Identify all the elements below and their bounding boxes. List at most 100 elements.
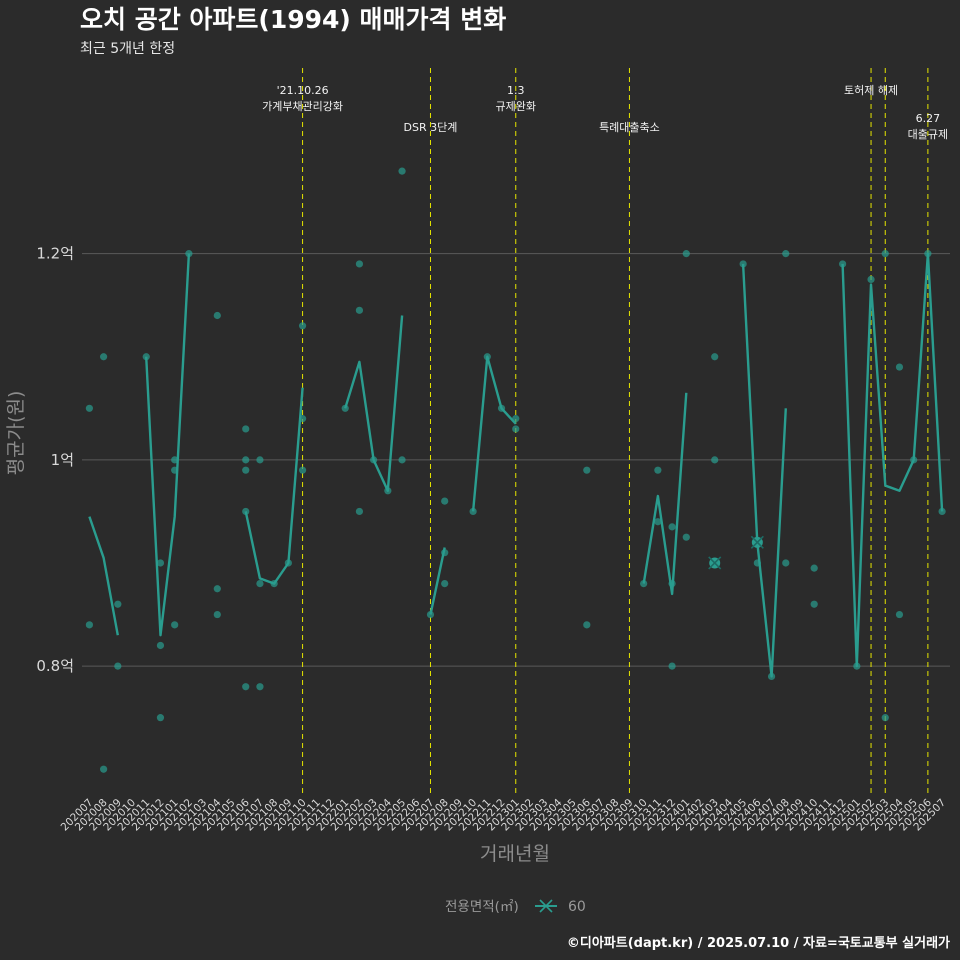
highlight-cross bbox=[708, 556, 722, 570]
data-point bbox=[497, 404, 506, 412]
data-point bbox=[242, 466, 250, 474]
series-line bbox=[88, 516, 119, 636]
data-point bbox=[213, 585, 221, 593]
y-axis-title: 평균가(원) bbox=[5, 391, 27, 476]
data-point bbox=[682, 533, 690, 541]
data-point bbox=[895, 610, 904, 619]
data-point bbox=[213, 610, 221, 619]
data-point bbox=[910, 456, 918, 464]
series-points bbox=[85, 167, 946, 773]
data-point bbox=[668, 580, 676, 588]
data-point bbox=[654, 518, 662, 526]
data-point bbox=[370, 456, 378, 464]
data-point bbox=[256, 683, 264, 691]
data-point bbox=[100, 353, 108, 361]
data-point bbox=[753, 559, 761, 567]
series-line bbox=[471, 355, 517, 512]
event-label: 규제완화 bbox=[496, 100, 536, 113]
data-point bbox=[881, 714, 889, 722]
event-label: 6.27 bbox=[916, 112, 941, 125]
data-point bbox=[895, 363, 904, 371]
data-point bbox=[85, 621, 93, 629]
data-point bbox=[426, 610, 435, 619]
data-point bbox=[512, 425, 520, 433]
source-caption: ©디아파트(dapt.kr) / 2025.07.10 / 자료=국토교통부 실… bbox=[567, 935, 950, 951]
data-point bbox=[682, 250, 690, 258]
data-point bbox=[441, 580, 449, 588]
x-axis-title: 거래년월 bbox=[480, 843, 550, 865]
data-point bbox=[114, 662, 122, 670]
data-point bbox=[739, 260, 747, 268]
data-point bbox=[668, 662, 676, 670]
data-point bbox=[483, 353, 491, 361]
data-point bbox=[298, 466, 307, 474]
data-point bbox=[881, 250, 889, 258]
data-point bbox=[654, 466, 662, 474]
y-axis-ticks: 0.8억 1억 1.2억 bbox=[36, 245, 74, 675]
highlight-cross bbox=[750, 535, 764, 549]
y-tick-label: 1.2억 bbox=[36, 245, 74, 263]
event-label: 특례대출축소 bbox=[599, 121, 660, 134]
data-point bbox=[583, 466, 591, 474]
chart-title: 오치 공간 아파트(1994) 매매가격 변화 bbox=[80, 5, 506, 34]
legend-item-60: 60 bbox=[568, 899, 586, 915]
data-point bbox=[156, 714, 165, 722]
data-point bbox=[583, 621, 591, 629]
event-label: '21.10.26 bbox=[277, 84, 329, 97]
data-point bbox=[441, 497, 449, 505]
data-point bbox=[355, 507, 364, 516]
legend-key-icon bbox=[535, 899, 557, 913]
data-point bbox=[810, 600, 818, 608]
data-point bbox=[668, 523, 676, 531]
data-point bbox=[142, 353, 150, 361]
data-point bbox=[782, 559, 790, 567]
event-label: 1.3 bbox=[507, 84, 525, 97]
data-point bbox=[938, 507, 946, 516]
data-point bbox=[512, 415, 520, 423]
data-point bbox=[256, 580, 264, 588]
data-point bbox=[853, 662, 861, 670]
data-point bbox=[114, 600, 122, 608]
series-line bbox=[642, 392, 688, 596]
data-point bbox=[441, 549, 449, 557]
series-line bbox=[841, 252, 944, 668]
data-point bbox=[924, 250, 932, 258]
data-point bbox=[398, 167, 406, 175]
legend: 전용면적(㎡) 60 bbox=[445, 899, 586, 915]
series-line bbox=[429, 547, 446, 615]
data-point bbox=[298, 415, 307, 423]
data-point bbox=[711, 353, 719, 361]
data-point bbox=[298, 322, 307, 330]
data-point bbox=[242, 456, 250, 464]
data-point bbox=[156, 559, 165, 567]
data-point bbox=[185, 250, 193, 258]
data-point bbox=[242, 425, 250, 433]
data-point bbox=[398, 456, 406, 464]
event-label: DSR 3단계 bbox=[404, 121, 458, 134]
data-point bbox=[839, 260, 847, 268]
data-point bbox=[242, 683, 250, 691]
event-label: 대출규제 bbox=[908, 128, 948, 141]
data-point bbox=[767, 672, 776, 681]
series-line bbox=[145, 253, 191, 637]
data-point bbox=[270, 580, 278, 588]
data-point bbox=[256, 456, 264, 464]
legend-title: 전용면적(㎡) bbox=[445, 899, 519, 915]
data-point bbox=[213, 311, 221, 320]
data-point bbox=[341, 404, 349, 412]
data-point bbox=[100, 765, 108, 773]
event-label: 토허제 해제 bbox=[844, 83, 898, 97]
data-point bbox=[171, 621, 179, 629]
data-point bbox=[171, 456, 179, 464]
data-point bbox=[810, 564, 818, 572]
data-point bbox=[469, 507, 477, 516]
data-point bbox=[867, 275, 875, 283]
data-point bbox=[156, 641, 165, 650]
data-point bbox=[242, 507, 250, 516]
y-tick-label: 0.8억 bbox=[36, 657, 74, 675]
data-point bbox=[782, 250, 790, 258]
event-label: 가계부채관리강화 bbox=[262, 100, 343, 113]
